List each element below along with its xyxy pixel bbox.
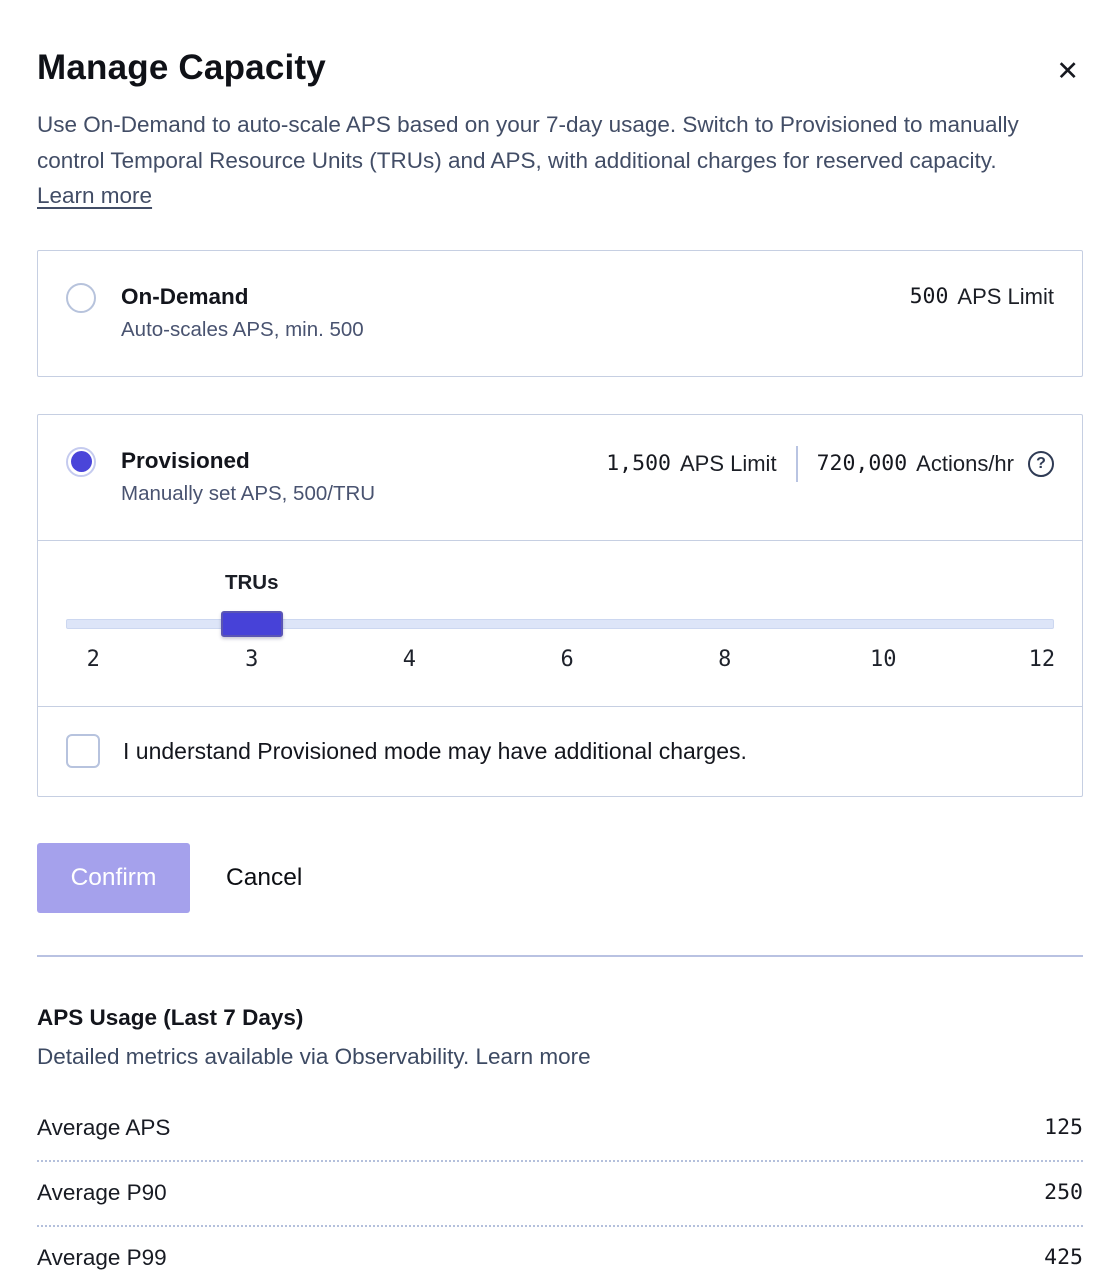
modal-description: Use On-Demand to auto-scale APS based on… — [37, 107, 1039, 214]
slider-label: TRUs — [224, 570, 279, 594]
on-demand-label: On-Demand — [121, 283, 249, 309]
acknowledge-label: I understand Provisioned mode may have a… — [123, 737, 747, 764]
section-divider — [37, 954, 1083, 957]
on-demand-aps-limit: 500 APS Limit — [910, 282, 1054, 312]
metric-label: Average P90 — [37, 1179, 167, 1205]
metric-value: 250 — [1044, 1180, 1083, 1205]
page-title: Manage Capacity — [37, 48, 326, 87]
acknowledge-section: I understand Provisioned mode may have a… — [38, 705, 1082, 796]
help-icon[interactable]: ? — [1028, 450, 1054, 477]
table-row: Average P90 250 — [37, 1159, 1083, 1225]
slider-tick: 3 — [245, 646, 259, 672]
modal-actions: Confirm Cancel — [37, 842, 1083, 913]
provisioned-text: Provisioned Manually set APS, 500/TRU — [121, 446, 375, 507]
provisioned-actions-suffix: Actions/hr — [916, 450, 1014, 476]
usage-title: APS Usage (Last 7 Days) — [37, 1004, 304, 1030]
learn-more-link[interactable]: Learn more — [37, 183, 153, 208]
modal-header: Manage Capacity ✕ — [37, 48, 1083, 91]
metric-value: 125 — [1044, 1115, 1083, 1140]
description-text: Use On-Demand to auto-scale APS based on… — [37, 112, 1019, 173]
slider-tick: 6 — [560, 646, 574, 672]
usage-learn-more-link[interactable]: Learn more — [475, 1043, 591, 1069]
slider-handle[interactable] — [220, 610, 283, 637]
slider-tick: 12 — [1028, 646, 1056, 672]
usage-metrics-table: Average APS 125 Average P90 250 Average … — [37, 1097, 1083, 1274]
provisioned-sublabel: Manually set APS, 500/TRU — [121, 481, 376, 505]
table-row: Average APS 125 — [37, 1097, 1083, 1160]
slider-tick: 2 — [86, 646, 100, 672]
on-demand-aps-suffix: APS Limit — [957, 283, 1054, 309]
on-demand-row: On-Demand Auto-scales APS, min. 500 500 … — [38, 251, 1082, 376]
tru-slider: TRUs 2 3 4 6 8 10 12 — [66, 570, 1056, 675]
provisioned-row: Provisioned Manually set APS, 500/TRU 1,… — [38, 415, 1082, 540]
slider-tick: 4 — [402, 646, 417, 672]
provisioned-actions-value: 720,000 — [816, 450, 908, 476]
provisioned-aps-value: 1,500 — [606, 450, 671, 476]
confirm-button[interactable]: Confirm — [37, 842, 190, 913]
cancel-button[interactable]: Cancel — [226, 863, 303, 891]
on-demand-aps-value: 500 — [909, 283, 949, 309]
tru-slider-section: TRUs 2 3 4 6 8 10 12 — [38, 539, 1082, 706]
on-demand-radio[interactable] — [66, 282, 96, 313]
slider-ticks: 2 3 4 6 8 10 12 — [66, 646, 1056, 675]
on-demand-sublabel: Auto-scales APS, min. 500 — [121, 317, 364, 341]
usage-subtitle: Detailed metrics available via Observabi… — [37, 1044, 1083, 1070]
table-row: Average P99 425 — [37, 1224, 1083, 1274]
provisioned-radio[interactable] — [66, 446, 96, 477]
provisioned-option-card[interactable]: Provisioned Manually set APS, 500/TRU 1,… — [37, 413, 1083, 797]
on-demand-text: On-Demand Auto-scales APS, min. 500 — [121, 282, 364, 343]
provisioned-label: Provisioned — [121, 447, 250, 473]
provisioned-values: 1,500 APS Limit 720,000 Actions/hr ? — [606, 445, 1054, 482]
value-divider — [795, 445, 798, 482]
metric-label: Average APS — [37, 1114, 171, 1140]
metric-label: Average P99 — [37, 1244, 167, 1270]
acknowledge-checkbox[interactable] — [66, 734, 100, 768]
close-icon[interactable]: ✕ — [1052, 52, 1083, 91]
slider-tick: 8 — [718, 646, 732, 672]
slider-tick: 10 — [870, 646, 897, 672]
on-demand-option-card[interactable]: On-Demand Auto-scales APS, min. 500 500 … — [37, 249, 1083, 377]
usage-subtitle-text: Detailed metrics available via Observabi… — [37, 1043, 470, 1069]
slider-track[interactable] — [66, 618, 1054, 629]
provisioned-aps-suffix: APS Limit — [679, 450, 777, 476]
metric-value: 425 — [1044, 1245, 1083, 1270]
